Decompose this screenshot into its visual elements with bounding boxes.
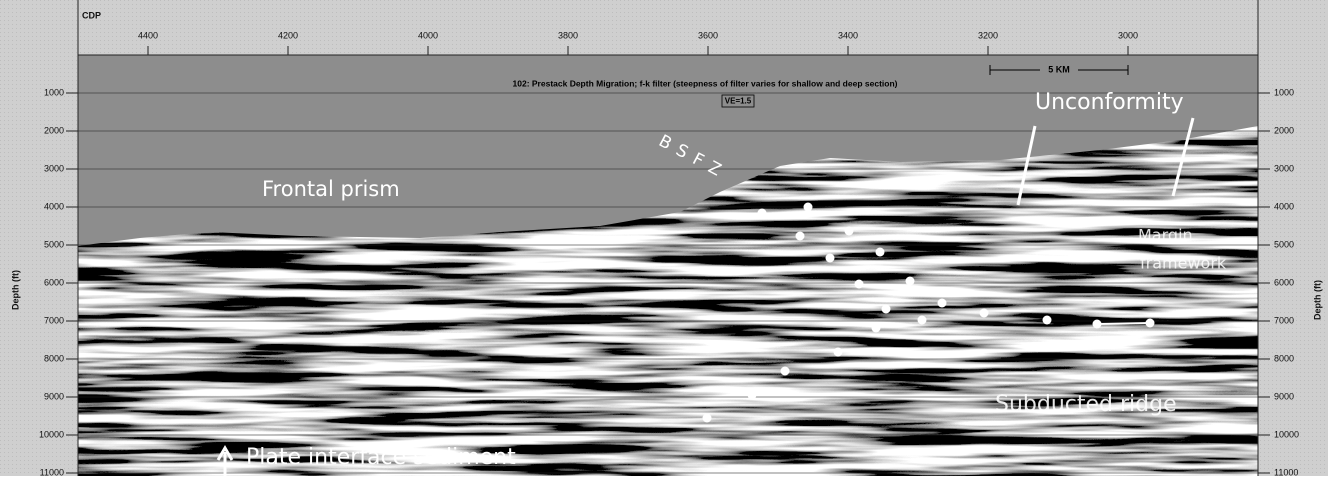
y-tick-label-right: 4000 (1274, 201, 1294, 211)
y-tick-label-right: 11000 (1274, 467, 1298, 476)
marker-dot (938, 299, 947, 308)
x-tick-label: 3200 (978, 30, 998, 40)
scale-bar-label: 5 KM (1048, 64, 1070, 74)
y-axis-label: Depth (ft) (10, 270, 20, 310)
marker-dot (845, 227, 854, 236)
annotation-framework: framework (1140, 254, 1227, 273)
y-tick-label-right: 2000 (1274, 125, 1294, 135)
y-tick-label: 7000 (44, 315, 64, 325)
marker-dot (796, 232, 805, 241)
y-tick-label-right: 9000 (1274, 391, 1294, 401)
marker-dot (872, 324, 881, 333)
marker-dot (882, 305, 891, 314)
annotation-margin: Margin (1138, 226, 1193, 245)
x-axis-label: CDP (82, 10, 101, 20)
x-tick-label: 3800 (558, 30, 578, 40)
annotation-plate-interface: Plate interface sediment (246, 445, 516, 470)
marker-dot (1043, 316, 1052, 325)
marker-dot (758, 209, 767, 218)
y-tick-label-right: 7000 (1274, 315, 1294, 325)
marker-dot (980, 309, 989, 318)
marker-dot (781, 367, 790, 376)
y-tick-label-right: 8000 (1274, 353, 1294, 363)
marker-dot (834, 348, 843, 357)
marker-dot (826, 254, 835, 263)
y-tick-label: 8000 (44, 353, 64, 363)
x-tick-label: 3600 (698, 30, 718, 40)
marker-dot (906, 277, 915, 286)
annotation-subducted-ridge: Subducted ridge (995, 392, 1177, 417)
y-tick-label: 1000 (44, 87, 64, 97)
y-tick-label: 10000 (39, 429, 64, 439)
y-tick-label-right: 1000 (1274, 87, 1294, 97)
marker-dot (918, 316, 927, 325)
marker-line (1097, 323, 1150, 324)
marker-dot (703, 414, 712, 423)
marker-dot (748, 391, 757, 400)
y-tick-label: 3000 (44, 163, 64, 173)
y-tick-label-right: 5000 (1274, 239, 1294, 249)
x-tick-label: 4200 (278, 30, 298, 40)
x-tick-label: 4000 (418, 30, 438, 40)
y-tick-label: 2000 (44, 125, 64, 135)
marker-dot (876, 248, 885, 257)
y-tick-label: 5000 (44, 239, 64, 249)
x-tick-label: 3000 (1118, 30, 1138, 40)
y-axis-label-right: Depth (ft) (1312, 280, 1322, 320)
annotation-unconformity: Unconformity (1035, 90, 1184, 115)
y-tick-label: 11000 (40, 467, 64, 476)
y-tick-label: 6000 (44, 277, 64, 287)
marker-dot (804, 203, 813, 212)
x-tick-label: 3400 (838, 30, 858, 40)
y-tick-label-right: 6000 (1274, 277, 1294, 287)
y-tick-label-right: 10000 (1274, 429, 1299, 439)
y-tick-label-right: 3000 (1274, 163, 1294, 173)
x-tick-label: 4400 (138, 30, 158, 40)
marker-dot (855, 280, 864, 289)
section-title: 102: Prestack Depth Migration; f-k filte… (513, 78, 898, 88)
y-tick-label: 9000 (44, 391, 64, 401)
vertical-exaggeration: VE=1.5 (725, 97, 752, 106)
annotation-frontal-prism: Frontal prism (262, 177, 400, 201)
y-tick-label: 4000 (44, 201, 64, 211)
seismic-figure: 4400 4200 4000 3800 3600 3400 3200 3000 1000 1000… (0, 0, 1328, 476)
